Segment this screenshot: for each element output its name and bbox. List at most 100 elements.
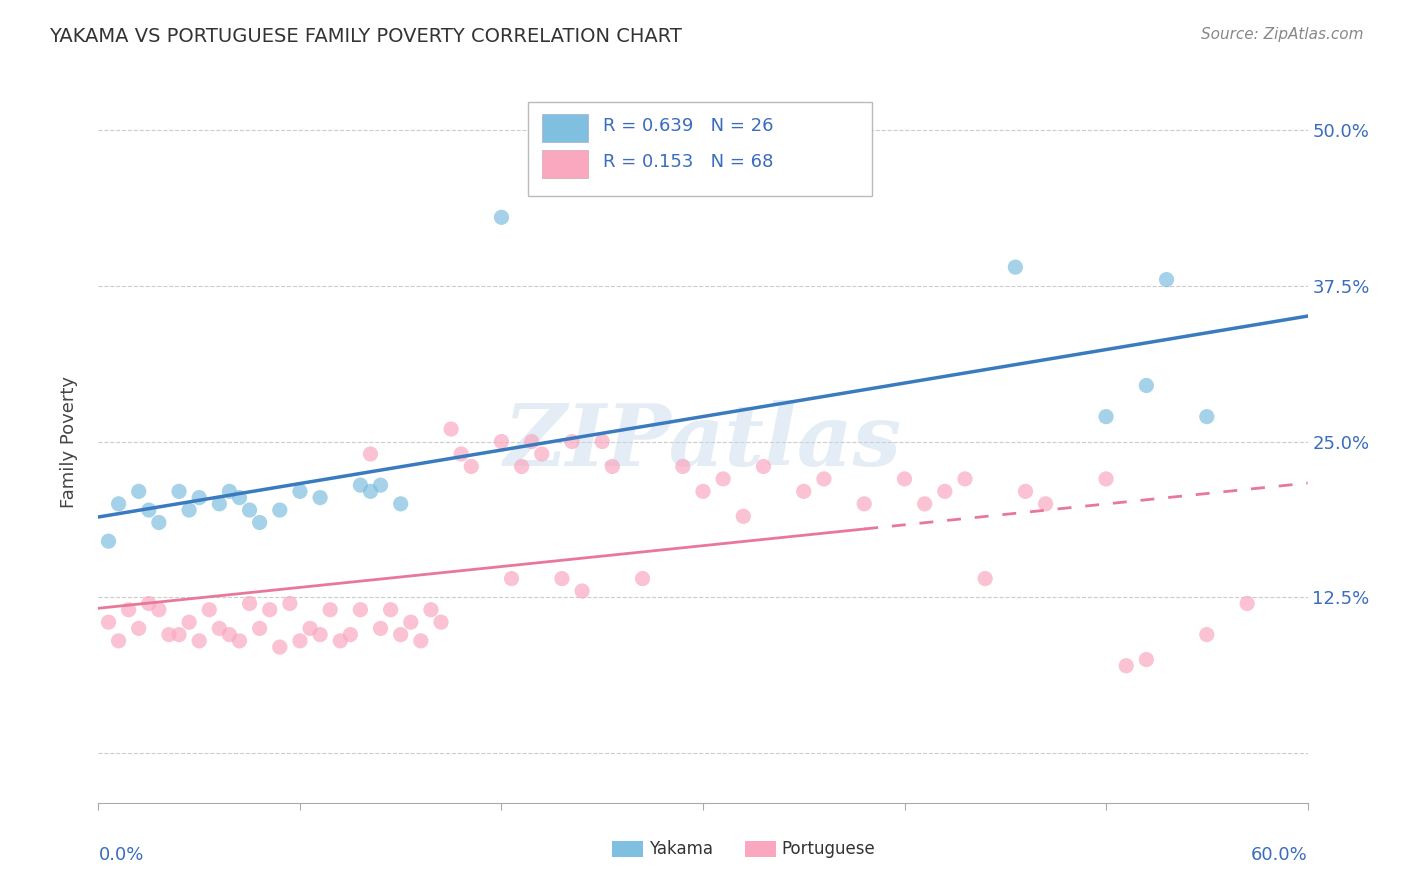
Bar: [745, 841, 776, 857]
Point: [389, 497, 412, 511]
Point: [128, 484, 150, 499]
Point: [179, 615, 201, 630]
Point: [218, 484, 240, 499]
Point: [329, 633, 352, 648]
Point: [97, 534, 120, 549]
Point: [167, 627, 190, 641]
Point: [249, 621, 271, 635]
Point: [179, 503, 201, 517]
Text: 60.0%: 60.0%: [1251, 847, 1308, 864]
Point: [107, 633, 129, 648]
Point: [1195, 627, 1218, 641]
Point: [733, 509, 755, 524]
Point: [692, 484, 714, 499]
Point: [491, 434, 513, 449]
Point: [1004, 260, 1026, 274]
Point: [711, 472, 734, 486]
Point: [1014, 484, 1036, 499]
Point: [269, 503, 291, 517]
Point: [1156, 272, 1178, 286]
Point: [953, 472, 976, 486]
Point: [631, 572, 654, 586]
Point: [349, 603, 371, 617]
Point: [208, 621, 231, 635]
Point: [278, 597, 301, 611]
Point: [793, 484, 815, 499]
Point: [360, 484, 382, 499]
Point: [1195, 409, 1218, 424]
Point: [551, 572, 574, 586]
Point: [259, 603, 281, 617]
Point: [138, 503, 160, 517]
Point: [188, 491, 211, 505]
Point: [399, 615, 422, 630]
Point: [430, 615, 453, 630]
Point: [218, 627, 240, 641]
Point: [530, 447, 553, 461]
Point: [1135, 378, 1157, 392]
Point: [288, 484, 311, 499]
Point: [97, 615, 120, 630]
Point: [602, 459, 624, 474]
Bar: [543, 151, 588, 178]
Point: [299, 621, 322, 635]
Point: [309, 491, 332, 505]
Point: [974, 572, 997, 586]
Point: [672, 459, 695, 474]
Point: [128, 621, 150, 635]
Point: [934, 484, 956, 499]
Point: [208, 497, 231, 511]
Text: 0.0%: 0.0%: [98, 847, 143, 864]
Point: [339, 627, 361, 641]
Point: [1095, 472, 1118, 486]
Point: [239, 503, 262, 517]
Point: [239, 597, 262, 611]
Point: [228, 491, 250, 505]
Point: [1135, 652, 1157, 666]
Point: [370, 478, 392, 492]
Point: [118, 603, 141, 617]
Text: Source: ZipAtlas.com: Source: ZipAtlas.com: [1201, 27, 1364, 42]
Text: R = 0.153   N = 68: R = 0.153 N = 68: [603, 153, 773, 171]
Point: [249, 516, 271, 530]
Point: [409, 633, 432, 648]
Bar: [613, 841, 643, 857]
Point: [752, 459, 775, 474]
Point: [288, 633, 311, 648]
Text: YAKAMA VS PORTUGUESE FAMILY POVERTY CORRELATION CHART: YAKAMA VS PORTUGUESE FAMILY POVERTY CORR…: [49, 27, 682, 45]
Point: [460, 459, 482, 474]
Text: R = 0.639   N = 26: R = 0.639 N = 26: [603, 117, 773, 135]
Point: [520, 434, 543, 449]
Point: [138, 597, 160, 611]
Y-axis label: Family Poverty: Family Poverty: [59, 376, 77, 508]
Point: [893, 472, 915, 486]
Point: [198, 603, 221, 617]
Point: [188, 633, 211, 648]
Point: [370, 621, 392, 635]
Point: [148, 603, 170, 617]
Point: [853, 497, 876, 511]
Point: [1236, 597, 1258, 611]
Point: [319, 603, 342, 617]
Point: [389, 627, 412, 641]
Point: [380, 603, 402, 617]
Point: [510, 459, 533, 474]
Point: [107, 497, 129, 511]
Point: [813, 472, 835, 486]
Text: Yakama: Yakama: [648, 840, 713, 858]
Point: [450, 447, 472, 461]
Bar: [527, 102, 872, 196]
Point: [571, 584, 593, 599]
Text: ZIPatlas: ZIPatlas: [503, 400, 903, 483]
Point: [167, 484, 190, 499]
Point: [914, 497, 936, 511]
Point: [148, 516, 170, 530]
Point: [420, 603, 443, 617]
Point: [309, 627, 332, 641]
Point: [349, 478, 371, 492]
Point: [360, 447, 382, 461]
Bar: [543, 114, 588, 142]
Point: [1035, 497, 1057, 511]
Text: Portuguese: Portuguese: [782, 840, 876, 858]
Point: [501, 572, 523, 586]
